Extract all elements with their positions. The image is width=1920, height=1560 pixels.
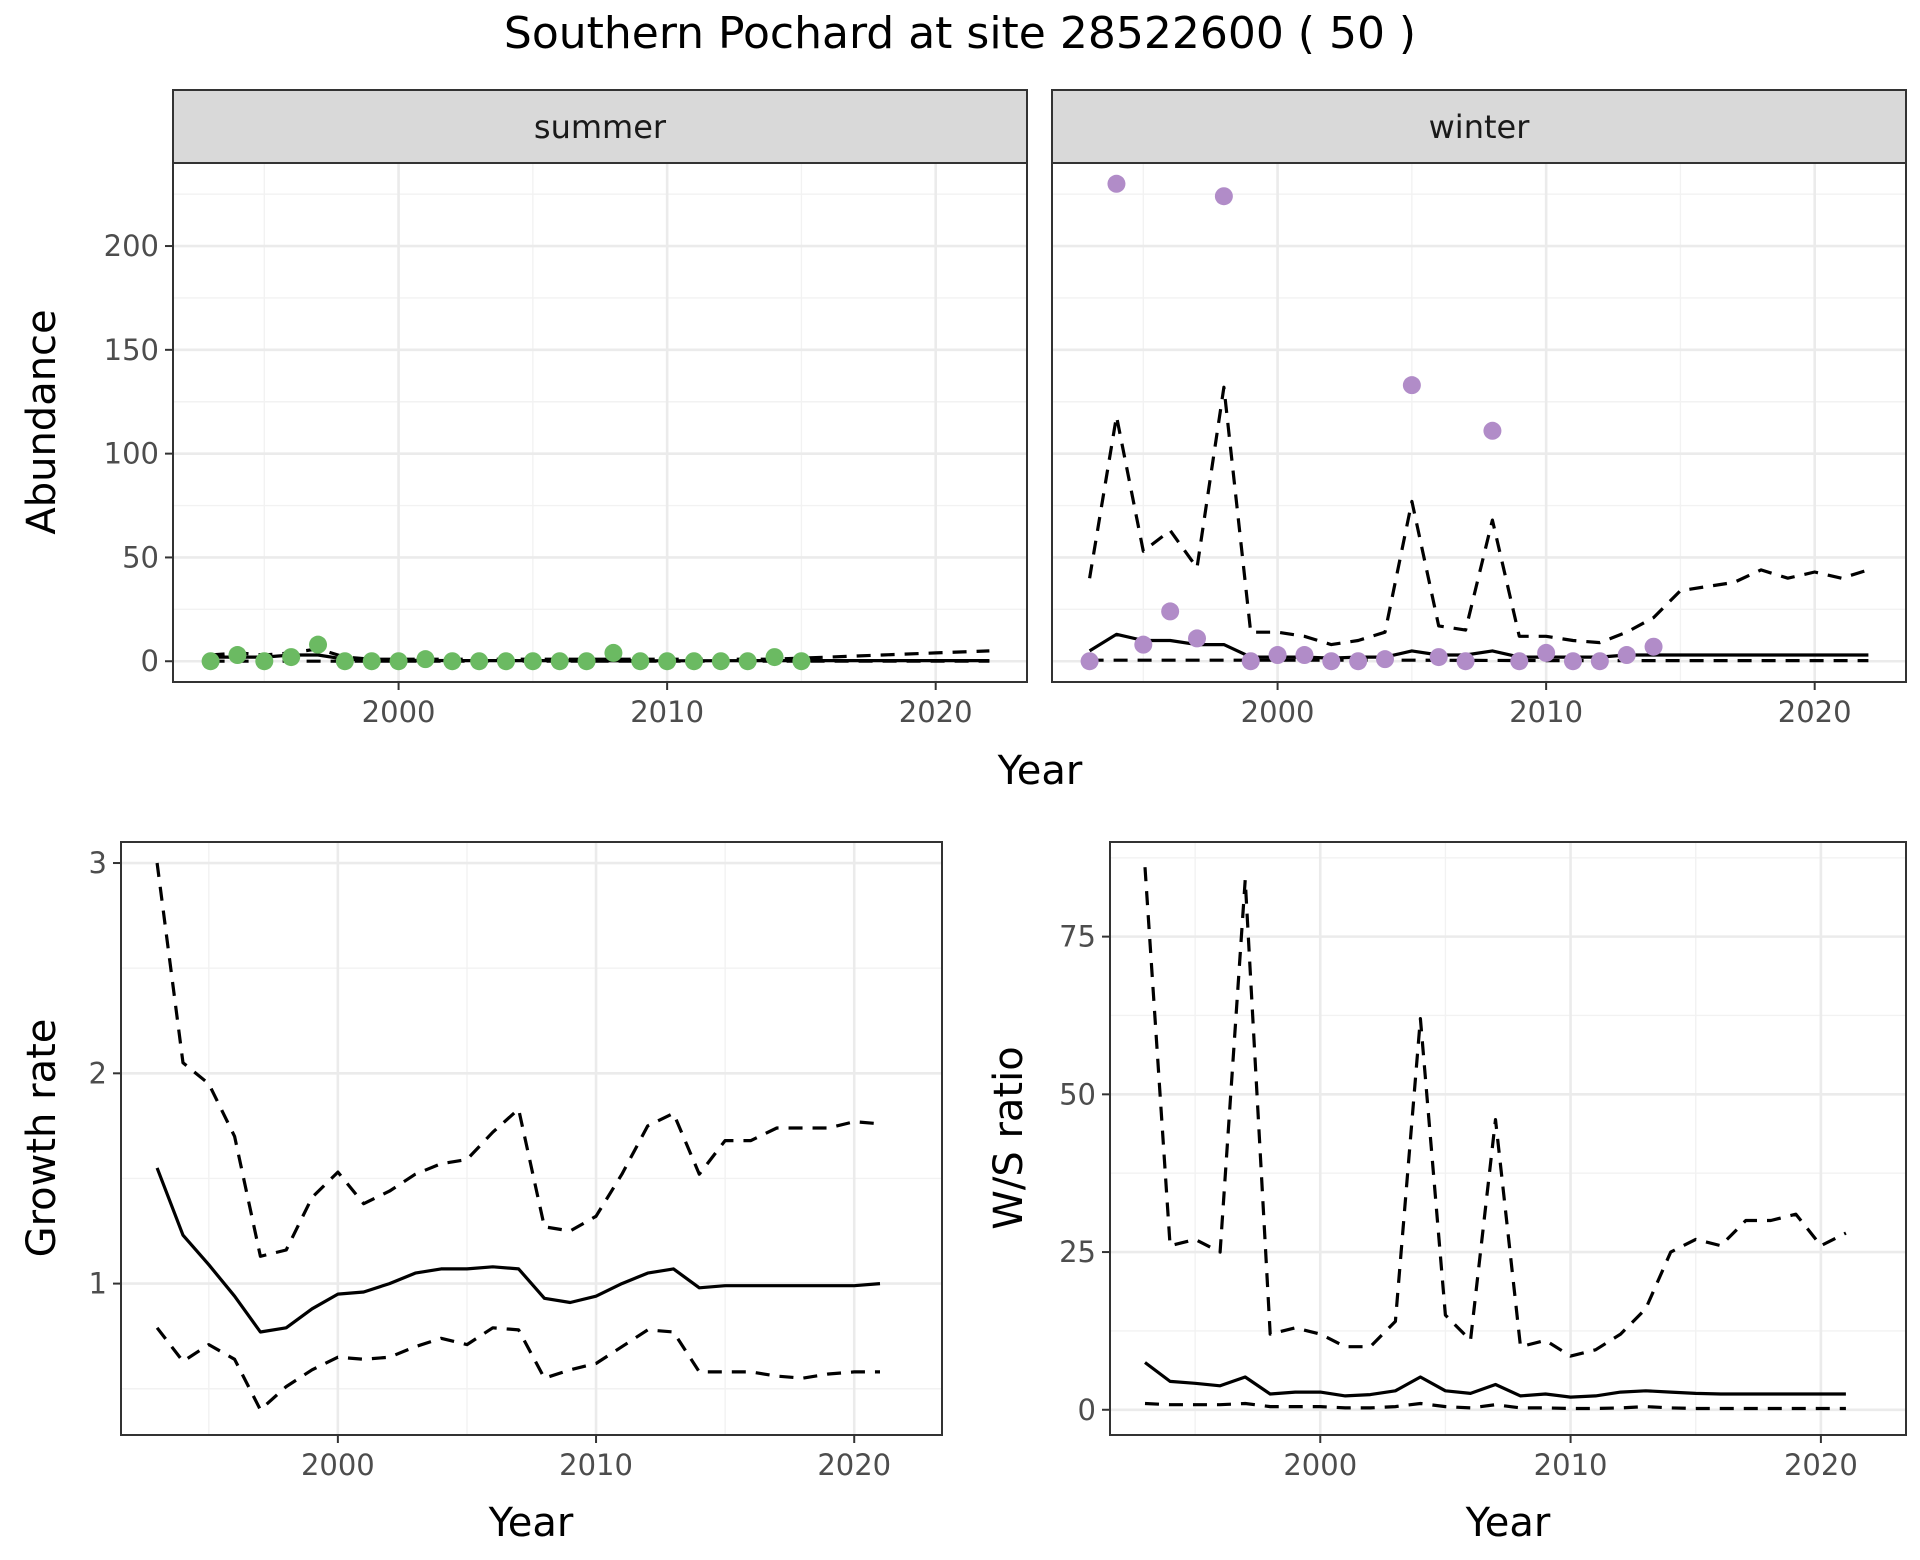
ws-ratio-y-axis-title: W/S ratio	[986, 1046, 1032, 1229]
winter-data-point	[1590, 652, 1609, 671]
ws-ratio-x-axis-title: Year	[1465, 1500, 1551, 1546]
ws-ratio-y-tick-label: 25	[1059, 1235, 1096, 1269]
summer-x-tick-label: 2020	[899, 695, 973, 729]
winter-upper-bound-line	[1088, 385, 1869, 647]
winter-data-point	[1563, 652, 1582, 671]
summer-x-tick-label: 2000	[362, 695, 436, 729]
growth-rate-y-tick-label: 2	[89, 1056, 107, 1090]
winter-x-tick-label: 2000	[1241, 695, 1315, 729]
winter-data-point	[1134, 635, 1153, 654]
growth-rate-x-tick-label: 2020	[817, 1448, 891, 1482]
summer-data-point	[201, 652, 220, 671]
growth-rate-y-tick-label: 1	[89, 1267, 107, 1301]
winter-data-point	[1188, 629, 1207, 648]
summer-y-tick-label: 200	[104, 229, 159, 263]
summer-data-point	[523, 652, 542, 671]
winter-data-point	[1349, 652, 1368, 671]
winter-data-point	[1429, 648, 1448, 667]
summer-data-point	[711, 652, 730, 671]
winter-x-tick-label: 2010	[1509, 695, 1583, 729]
winter-data-point	[1080, 652, 1099, 671]
summer-panel-border	[172, 162, 1028, 683]
ws-ratio-y-tick-label: 75	[1059, 920, 1096, 954]
winter-data-point	[1241, 652, 1260, 671]
winter-data-point	[1322, 652, 1341, 671]
winter-panel-border	[1051, 162, 1907, 683]
ws-ratio-x-tick-label: 2000	[1283, 1448, 1357, 1482]
winter-data-point	[1268, 646, 1287, 665]
ws-ratio-y-tick-label: 0	[1078, 1393, 1096, 1427]
growth-rate-upper-bound-line	[155, 862, 881, 1258]
ws-ratio-x-tick-label: 2020	[1784, 1448, 1858, 1482]
summer-data-point	[658, 652, 677, 671]
winter-data-point	[1161, 602, 1180, 621]
summer-data-point	[604, 643, 623, 662]
abundance-y-axis-title: Abundance	[19, 309, 65, 534]
winter-data-point	[1376, 650, 1395, 669]
growth-rate-y-axis-title: Growth rate	[19, 1019, 65, 1258]
winter-data-point	[1295, 646, 1314, 665]
summer-data-point	[577, 652, 596, 671]
summer-data-point	[282, 648, 301, 667]
ws-ratio-y-tick-label: 50	[1059, 1077, 1096, 1111]
winter-data-point	[1617, 646, 1636, 665]
ws-ratio-upper-bound-line	[1143, 867, 1847, 1358]
summer-data-point	[309, 635, 328, 654]
winter-data-point	[1456, 652, 1475, 671]
summer-strip	[172, 89, 1028, 164]
winter-data-point	[1510, 652, 1529, 671]
summer-data-point	[255, 652, 274, 671]
summer-y-tick-label: 150	[104, 333, 159, 367]
growth-rate-x-axis-title: Year	[488, 1500, 574, 1546]
winter-data-point	[1537, 643, 1556, 662]
summer-facet-panel: summer 2000 2010 2020 0 50 100 150 200	[104, 89, 1028, 729]
winter-data-point	[1402, 376, 1421, 395]
summer-data-point	[389, 652, 408, 671]
winter-data-point	[1644, 637, 1663, 656]
ws-ratio-panel: 2000 2010 2020 0 25 50 75	[1059, 841, 1907, 1482]
summer-data-point	[738, 652, 757, 671]
summer-x-tick-label: 2010	[630, 695, 704, 729]
winter-data-point	[1483, 421, 1502, 440]
summer-data-point	[631, 652, 650, 671]
summer-y-tick-label: 0	[141, 644, 159, 678]
ws-ratio-x-tick-label: 2010	[1534, 1448, 1608, 1482]
summer-data-point	[470, 652, 489, 671]
ws-ratio-lower-bound-line	[1144, 1401, 1846, 1411]
summer-data-point	[228, 646, 247, 665]
winter-data-point	[1107, 174, 1126, 193]
summer-data-point	[335, 652, 354, 671]
growth-rate-x-tick-label: 2000	[301, 1448, 375, 1482]
summer-data-point	[684, 652, 703, 671]
summer-data-point	[497, 652, 516, 671]
growth-rate-x-tick-label: 2010	[559, 1448, 633, 1482]
summer-data-point	[416, 650, 435, 669]
ws-ratio-mean-line	[1144, 1361, 1846, 1399]
summer-data-point	[765, 648, 784, 667]
winter-strip-label: winter	[1429, 108, 1531, 146]
winter-facet-panel: winter 2000 2010 2020	[1051, 89, 1907, 729]
abundance-x-axis-title: Year	[997, 748, 1083, 794]
winter-x-tick-label: 2020	[1778, 695, 1852, 729]
growth-rate-panel: 2000 2010 2020 1 2 3	[89, 841, 943, 1482]
growth-rate-lower-bound-line	[155, 1326, 880, 1412]
summer-data-point	[443, 652, 462, 671]
winter-data-point	[1214, 187, 1233, 206]
summer-data-point	[362, 652, 381, 671]
summer-y-tick-label: 50	[122, 540, 159, 574]
growth-rate-panel-border	[120, 841, 943, 1436]
summer-strip-label: summer	[534, 108, 667, 146]
winter-mean-line	[1088, 632, 1869, 660]
ws-ratio-panel-border	[1109, 841, 1907, 1436]
summer-data-point	[792, 652, 811, 671]
growth-rate-y-tick-label: 3	[89, 846, 107, 880]
chart-title: Southern Pochard at site 28522600 ( 50 )	[504, 8, 1416, 59]
growth-rate-mean-line	[155, 1167, 881, 1334]
summer-y-tick-label: 100	[104, 437, 159, 471]
summer-data-point	[550, 652, 569, 671]
